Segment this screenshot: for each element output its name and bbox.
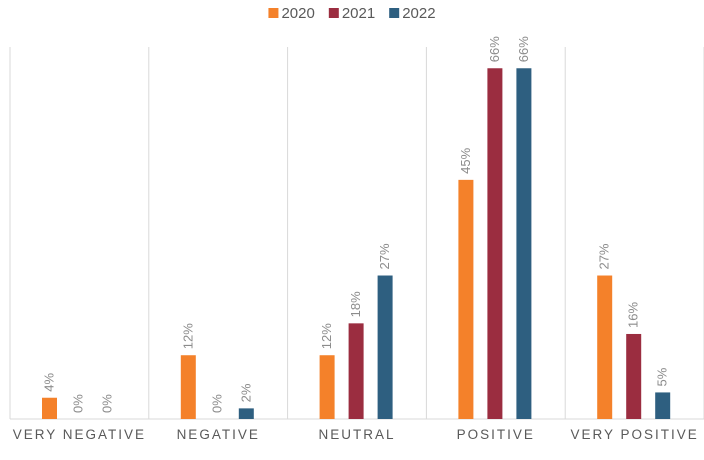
- bar: [597, 275, 613, 419]
- bar: [655, 392, 671, 419]
- bar: [348, 323, 364, 419]
- bar: [42, 397, 57, 419]
- x-tick-label: POSITIVE: [456, 427, 535, 442]
- value-label: 45%: [458, 147, 473, 173]
- bar: [319, 355, 335, 419]
- bar: [626, 333, 642, 419]
- value-label: 66%: [487, 36, 502, 62]
- x-tick-label: VERY POSITIVE: [570, 427, 699, 442]
- legend-swatch: [389, 8, 400, 18]
- x-tick-label: NEUTRAL: [318, 427, 396, 442]
- legend-text: 2020: [281, 5, 314, 22]
- value-label: 5%: [655, 367, 670, 386]
- value-label: 12%: [180, 323, 195, 349]
- bar: [487, 68, 503, 419]
- legend-swatch: [268, 8, 279, 18]
- x-tick-label: NEGATIVE: [176, 427, 260, 442]
- value-label: 2%: [238, 383, 253, 402]
- value-label: 4%: [42, 373, 57, 392]
- bar: [377, 275, 393, 419]
- value-label: 0%: [209, 394, 224, 413]
- legend-text: 2022: [402, 5, 435, 22]
- value-label: 0%: [100, 394, 115, 413]
- x-tick-label: VERY NEGATIVE: [12, 427, 147, 442]
- value-label: 66%: [516, 36, 531, 62]
- legend-text: 2021: [342, 5, 375, 22]
- value-label: 18%: [348, 291, 363, 317]
- value-label: 27%: [377, 243, 392, 269]
- value-label: 16%: [626, 302, 641, 328]
- value-label: 0%: [71, 394, 86, 413]
- bar: [238, 408, 254, 419]
- bar: [516, 68, 532, 419]
- legend-swatch: [328, 8, 339, 18]
- bar: [180, 355, 196, 419]
- bar: [458, 179, 474, 419]
- value-label: 12%: [319, 323, 334, 349]
- value-label: 27%: [597, 243, 612, 269]
